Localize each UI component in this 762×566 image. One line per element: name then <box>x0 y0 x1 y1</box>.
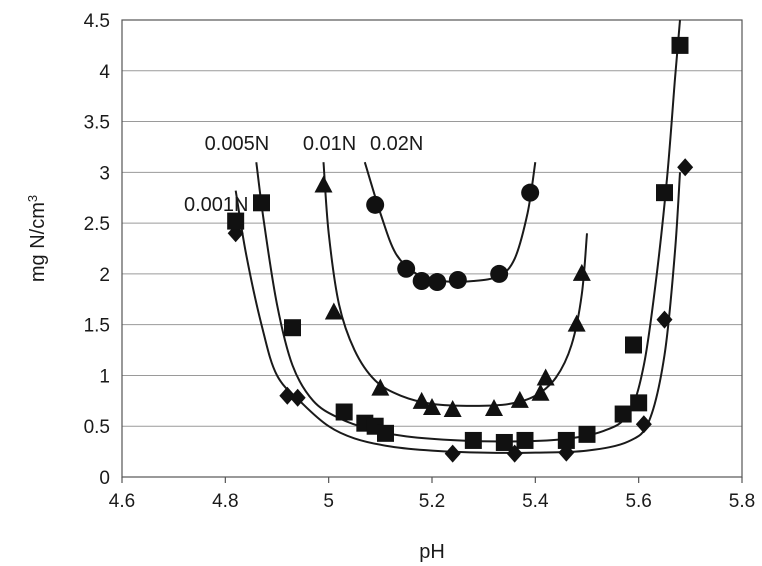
point-0.005N-16 <box>671 36 689 54</box>
point-0.005N-12 <box>614 405 632 423</box>
point-0.001N-2 <box>289 388 306 407</box>
point-0.02N-4 <box>448 270 467 289</box>
point-0.01N-3 <box>412 391 431 409</box>
x-tick-label-3: 5.2 <box>419 491 445 512</box>
series-label-0.005N: 0.005N <box>205 133 270 155</box>
point-0.02N-2 <box>412 271 431 290</box>
y-tick-label-0: 0 <box>99 468 110 489</box>
y-tick-label-5: 2.5 <box>84 214 110 235</box>
point-0.005N-1 <box>253 194 270 212</box>
point-0.01N-9 <box>536 368 555 386</box>
point-0.001N-4 <box>506 444 523 463</box>
data-markers <box>227 36 694 463</box>
point-0.01N-2 <box>371 378 390 396</box>
y-tick-labels: 0 0.5 1 1.5 2 2.5 3 3.5 4 4.5 <box>84 11 111 489</box>
point-0.01N-11 <box>572 263 591 281</box>
point-0.005N-8 <box>495 433 513 451</box>
point-0.01N-5 <box>443 399 462 417</box>
point-0.02N-5 <box>490 264 509 283</box>
curve-0.01N <box>322 162 588 407</box>
point-0.01N-10 <box>567 314 586 332</box>
point-0.001N-3 <box>444 444 461 463</box>
x-tick-label-1: 4.8 <box>212 491 238 512</box>
point-0.02N-0 <box>366 195 385 214</box>
y-tick-label-9: 4.5 <box>84 11 110 32</box>
x-tick-labels: 4.6 4.8 5 5.2 5.4 5.6 5.8 <box>109 477 755 512</box>
x-tick-label-2: 5 <box>323 491 334 512</box>
point-0.005N-10 <box>557 431 575 449</box>
point-0.005N-2 <box>284 319 301 337</box>
curve-0.001N <box>234 172 681 454</box>
point-0.005N-11 <box>578 425 596 443</box>
y-tick-label-1: 0.5 <box>84 417 110 438</box>
point-0.001N-1 <box>279 386 296 405</box>
point-0.001N-7 <box>656 310 673 329</box>
point-0.005N-6 <box>377 424 394 442</box>
series-label-0.001N: 0.001N <box>184 194 249 216</box>
point-0.005N-7 <box>464 431 482 449</box>
point-0.001N-6 <box>635 415 652 434</box>
y-axis-title: mg N/cm3 <box>25 195 50 282</box>
point-0.01N-0 <box>314 175 333 193</box>
point-0.005N-14 <box>630 394 648 412</box>
point-0.01N-8 <box>531 383 550 401</box>
y-tick-label-3: 1.5 <box>84 316 110 337</box>
point-0.02N-3 <box>428 273 447 292</box>
point-0.005N-0 <box>227 212 245 230</box>
point-0.02N-6 <box>521 183 540 202</box>
point-0.02N-1 <box>397 259 416 278</box>
point-0.01N-6 <box>485 398 503 416</box>
series-label-0.01N: 0.01N <box>303 133 356 155</box>
point-0.005N-3 <box>335 403 353 421</box>
y-tick-label-8: 4 <box>99 62 110 83</box>
x-tick-label-5: 5.6 <box>625 491 651 512</box>
x-axis-title: pH <box>419 541 445 563</box>
y-tick-label-2: 1 <box>99 366 110 387</box>
point-0.005N-9 <box>516 431 534 449</box>
fitted-curves <box>234 19 681 454</box>
y-tick-label-4: 2 <box>99 265 110 286</box>
y-axis-title-superscript: 3 <box>25 195 40 202</box>
x-tick-label-0: 4.6 <box>109 491 135 512</box>
point-0.01N-7 <box>510 390 529 408</box>
series-label-0.02N: 0.02N <box>370 133 423 155</box>
point-0.01N-1 <box>324 302 343 320</box>
curve-0.02N <box>363 161 537 283</box>
point-0.005N-15 <box>656 184 673 202</box>
y-tick-label-6: 3 <box>99 163 110 184</box>
point-0.001N-8 <box>677 158 694 177</box>
curve-0.005N <box>255 19 681 443</box>
y-tick-label-7: 3.5 <box>84 113 110 134</box>
point-0.005N-13 <box>625 336 642 354</box>
x-tick-label-6: 5.8 <box>729 491 755 512</box>
y-axis-title-text: mg N/cm <box>27 202 49 282</box>
point-0.01N-4 <box>423 397 441 415</box>
x-tick-label-4: 5.4 <box>522 491 549 512</box>
series-labels: 0.001N 0.005N 0.01N 0.02N <box>184 133 423 216</box>
